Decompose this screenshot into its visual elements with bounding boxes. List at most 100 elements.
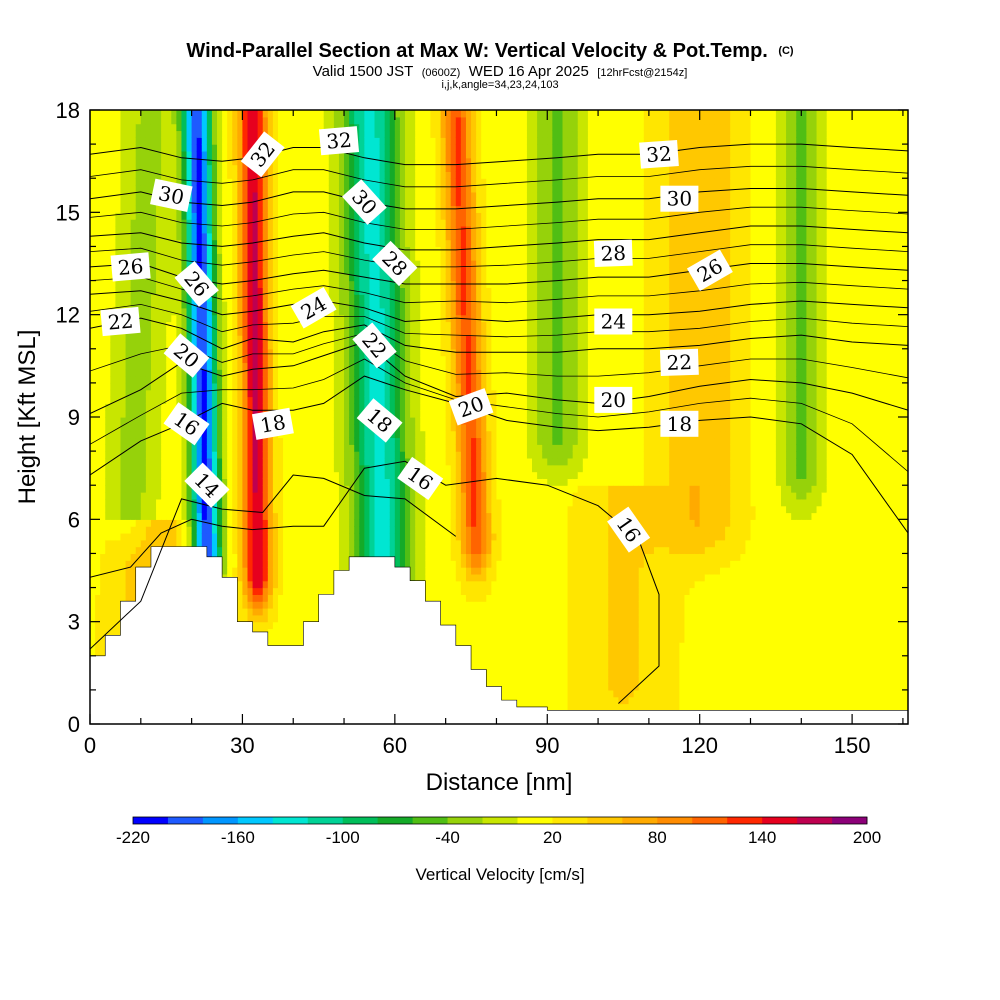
velocity-cell [262, 348, 269, 357]
velocity-cell [156, 171, 162, 179]
velocity-cell [338, 219, 345, 227]
velocity-cell [120, 505, 127, 514]
velocity-cell [247, 287, 254, 295]
velocity-cell [338, 457, 345, 466]
velocity-cell [211, 191, 218, 200]
velocity-cell [211, 144, 218, 152]
velocity-cell [262, 355, 269, 364]
velocity-cell [222, 355, 228, 364]
velocity-cell [323, 498, 330, 507]
velocity-cell [161, 410, 167, 418]
velocity-cell [288, 587, 294, 595]
velocity-cell [344, 457, 350, 466]
velocity-cell [349, 457, 355, 466]
velocity-cell [110, 123, 116, 132]
velocity-cell [156, 376, 162, 384]
velocity-cell [156, 232, 162, 241]
velocity-cell [328, 451, 335, 459]
velocity-cell [217, 314, 223, 323]
velocity-cell [171, 532, 177, 541]
velocity-cell [181, 382, 188, 391]
velocity-cell [359, 307, 365, 316]
velocity-cell [161, 246, 167, 254]
velocity-cell [262, 178, 269, 186]
velocity-cell [247, 539, 254, 548]
velocity-cell [369, 539, 376, 548]
velocity-cell [354, 348, 360, 357]
velocity-cell [277, 369, 284, 377]
velocity-cell [272, 287, 279, 295]
velocity-cell [277, 485, 284, 493]
velocity-cell [181, 260, 188, 268]
velocity-cell [237, 280, 244, 288]
velocity-cell [110, 239, 116, 248]
velocity-cell [110, 376, 116, 384]
velocity-cell [156, 239, 162, 248]
velocity-cell [272, 232, 279, 241]
velocity-cell [232, 539, 238, 548]
velocity-cell [150, 280, 157, 288]
velocity-cell [166, 423, 172, 432]
velocity-cell [257, 457, 264, 466]
velocity-cell [283, 539, 289, 548]
velocity-cell [161, 260, 167, 268]
velocity-cell [105, 580, 111, 589]
velocity-cell [272, 614, 279, 623]
velocity-cell [171, 478, 177, 486]
velocity-cell [247, 376, 254, 384]
velocity-cell [308, 608, 315, 616]
velocity-cell [252, 212, 259, 220]
velocity-cell [272, 546, 279, 555]
velocity-cell [166, 212, 172, 220]
velocity-cell [232, 130, 238, 138]
velocity-cell [227, 130, 233, 138]
velocity-cell [222, 444, 228, 452]
velocity-cell [298, 225, 304, 234]
velocity-cell [150, 150, 157, 159]
velocity-cell [161, 225, 167, 234]
velocity-cell [247, 130, 254, 138]
velocity-cell [242, 150, 249, 159]
velocity-cell [201, 410, 208, 418]
velocity-cell [156, 382, 162, 391]
velocity-cell [283, 164, 289, 172]
velocity-cell [135, 546, 142, 555]
velocity-cell [156, 219, 162, 227]
velocity-cell [211, 532, 218, 541]
velocity-cell [186, 253, 193, 261]
velocity-cell [150, 110, 157, 118]
velocity-cell [283, 553, 289, 561]
velocity-cell [242, 376, 249, 384]
velocity-cell [354, 423, 360, 432]
velocity-cell [110, 587, 116, 595]
velocity-cell [338, 389, 345, 398]
velocity-cell [171, 314, 177, 323]
velocity-cell [323, 287, 330, 295]
velocity-cell [344, 178, 350, 186]
velocity-cell [105, 260, 111, 268]
velocity-cell [110, 341, 116, 350]
velocity-cell [298, 451, 304, 459]
velocity-cell [171, 219, 177, 227]
velocity-cell [277, 178, 284, 186]
velocity-cell [156, 314, 162, 323]
velocity-cell [211, 137, 218, 145]
velocity-cell [206, 532, 213, 541]
velocity-cell [201, 498, 208, 507]
velocity-cell [90, 396, 96, 404]
velocity-cell [293, 444, 299, 452]
velocity-cell [237, 471, 244, 479]
velocity-cell [115, 376, 122, 384]
velocity-cell [333, 335, 340, 343]
velocity-cell [293, 498, 299, 507]
velocity-cell [313, 164, 320, 172]
velocity-cell [196, 246, 203, 254]
velocity-cell [105, 191, 111, 200]
velocity-cell [135, 239, 142, 248]
velocity-cell [105, 253, 111, 261]
velocity-cell [303, 123, 310, 132]
velocity-cell [359, 369, 365, 377]
velocity-cell [257, 498, 264, 507]
velocity-cell [145, 225, 152, 234]
velocity-cell [145, 185, 152, 193]
